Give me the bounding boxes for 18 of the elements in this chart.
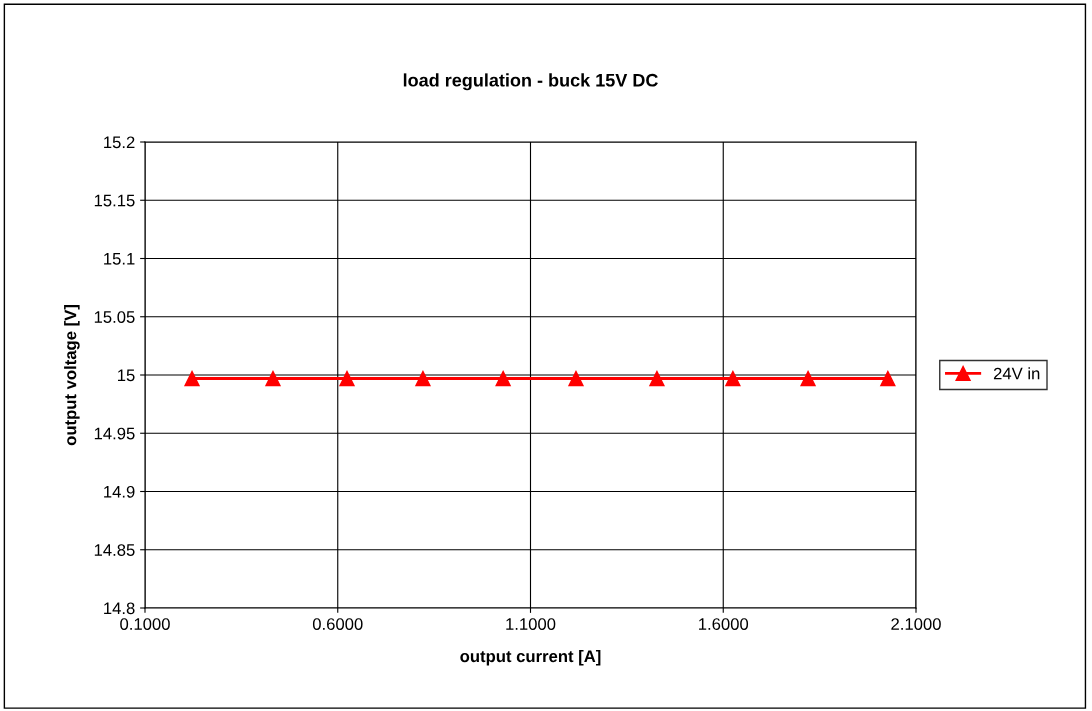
- x-tick-label: 0.6000: [312, 618, 363, 630]
- y-tick-label: 15.2: [104, 136, 135, 149]
- y-tick-label: 15.1: [104, 253, 135, 265]
- y-tick-label: 14.95: [94, 427, 135, 440]
- x-axis-title: output current [A]: [460, 649, 601, 666]
- x-tick-label: 1.1000: [506, 618, 556, 630]
- y-tick-label: 15: [118, 369, 135, 382]
- legend-label: 24V in: [993, 367, 1040, 380]
- y-tick-label: 14.9: [104, 485, 135, 498]
- y-tick-label: 14.8: [104, 602, 135, 615]
- x-tick-label: 0.1000: [120, 618, 170, 630]
- x-tick-label: 2.1000: [891, 618, 941, 630]
- y-tick-label: 15.05: [94, 311, 135, 323]
- chart-title: load regulation - buck 15V DC: [403, 73, 658, 91]
- y-tick-label: 14.85: [94, 544, 135, 556]
- y-axis-title: output voltage [V]: [64, 305, 80, 446]
- x-tick-label: 1.6000: [699, 618, 749, 630]
- y-tick-label: 15.15: [94, 194, 135, 207]
